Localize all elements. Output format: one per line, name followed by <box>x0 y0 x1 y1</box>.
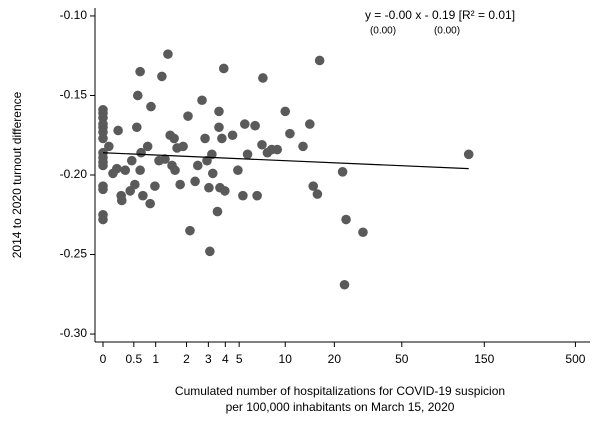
x-tick-label: 20 <box>328 352 342 366</box>
point <box>142 141 153 152</box>
x-tick-label: 0 <box>100 352 107 366</box>
point <box>312 189 323 199</box>
point <box>252 190 262 201</box>
point <box>178 141 188 152</box>
point <box>207 149 217 160</box>
point <box>358 227 368 238</box>
point <box>113 125 123 136</box>
x-tick-label: 10 <box>279 352 293 366</box>
point <box>200 133 210 144</box>
point <box>170 165 180 176</box>
point <box>217 133 227 144</box>
point <box>257 139 267 150</box>
point <box>463 149 474 160</box>
point <box>160 154 170 164</box>
fit-equation: y = -0.00 x - 0.19 [R² = 0.01] <box>365 8 515 22</box>
point <box>205 246 215 257</box>
point <box>212 206 223 217</box>
x-axis-title: Cumulated number of hospitalizations for… <box>175 384 505 398</box>
x-tick-label: 3 <box>205 352 212 366</box>
point <box>314 55 325 66</box>
point <box>220 186 230 196</box>
point <box>120 165 131 176</box>
point <box>169 133 179 144</box>
point <box>298 141 308 152</box>
point <box>150 181 160 191</box>
y-tick-label: -0.20 <box>60 167 88 181</box>
point <box>192 160 203 171</box>
point <box>98 214 108 225</box>
point <box>183 111 193 121</box>
fit-se: (0.00) <box>370 26 396 37</box>
point <box>163 49 173 59</box>
point <box>339 279 350 290</box>
x-tick-label: 500 <box>565 352 585 366</box>
point <box>130 179 140 190</box>
point <box>258 73 268 83</box>
x-tick-label: 1 <box>152 352 159 366</box>
x-tick-label: 5 <box>236 352 243 366</box>
point <box>131 122 142 133</box>
point <box>305 119 315 129</box>
point <box>227 130 238 141</box>
point <box>190 176 200 187</box>
point <box>98 133 108 144</box>
point <box>308 181 319 191</box>
point <box>341 214 351 225</box>
point <box>233 165 243 176</box>
point <box>112 163 122 174</box>
point <box>135 165 145 176</box>
x-axis-title: per 100,000 inhabitants on March 15, 202… <box>226 400 455 414</box>
point <box>157 71 167 82</box>
point <box>207 168 218 179</box>
x-tick-label: 2 <box>183 352 190 366</box>
y-axis-title: 2014 to 2020 turnout difference <box>10 91 24 258</box>
point <box>185 225 195 236</box>
point <box>239 119 250 129</box>
point <box>337 167 348 177</box>
fit-se: (0.00) <box>434 26 460 37</box>
point <box>214 122 224 133</box>
point <box>104 141 114 152</box>
y-tick-label: -0.10 <box>60 8 88 22</box>
x-tick-label: 150 <box>474 352 494 366</box>
x-tick-label: 0.5 <box>125 352 142 366</box>
point <box>116 195 127 206</box>
point <box>126 155 137 166</box>
point <box>238 190 248 201</box>
point <box>98 184 108 195</box>
point <box>136 147 146 158</box>
point <box>132 90 143 101</box>
y-tick-label: -0.15 <box>60 88 88 102</box>
y-tick-label: -0.30 <box>60 326 88 340</box>
point <box>285 128 295 139</box>
y-tick-label: -0.25 <box>60 247 88 261</box>
point <box>135 66 145 77</box>
fit-line <box>102 152 469 170</box>
x-tick-label: 4 <box>222 352 229 366</box>
point <box>218 63 229 74</box>
point <box>175 179 185 190</box>
x-tick-label: 50 <box>395 352 409 366</box>
point <box>204 182 214 193</box>
point <box>280 106 291 117</box>
point <box>138 190 148 201</box>
point <box>242 149 253 160</box>
point <box>98 160 108 171</box>
point <box>145 198 155 209</box>
point <box>250 120 260 131</box>
point <box>214 106 224 117</box>
point <box>197 95 207 106</box>
point <box>272 144 283 155</box>
point <box>146 101 156 112</box>
